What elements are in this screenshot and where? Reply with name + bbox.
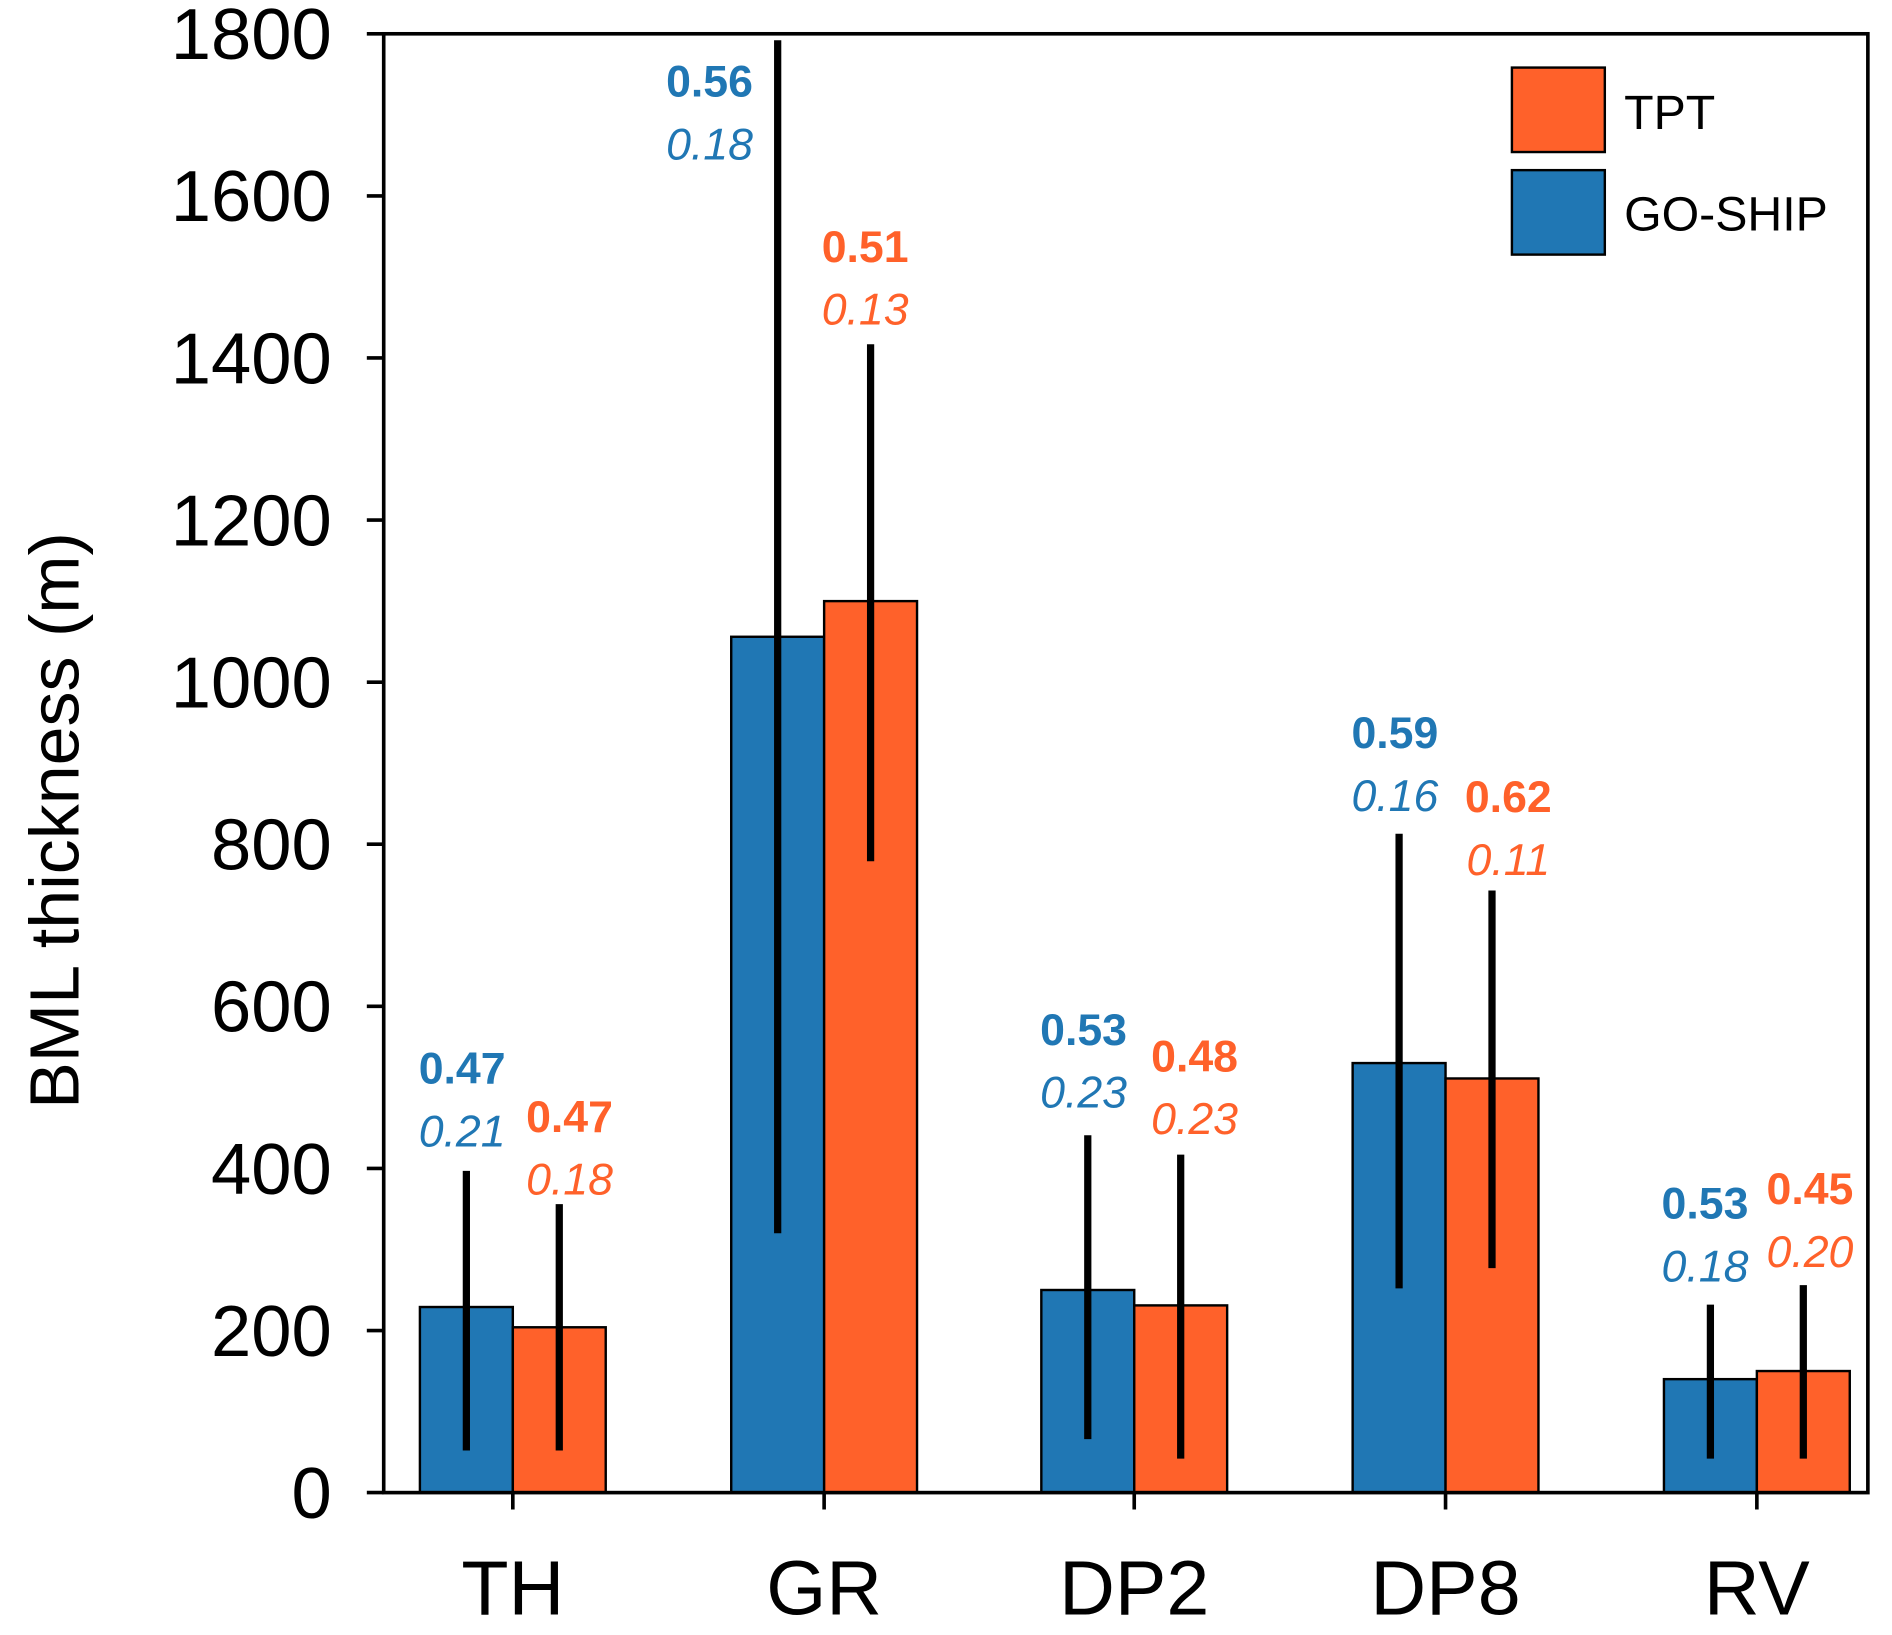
y-tick-label: 1400 xyxy=(171,318,332,399)
annotation-italic-go-ship-rv: 0.18 xyxy=(1662,1242,1749,1291)
legend-swatch-go-ship xyxy=(1510,168,1607,256)
annotation-italic-go-ship-th: 0.21 xyxy=(419,1107,506,1156)
annotation-italic-tpt-gr: 0.13 xyxy=(822,286,909,335)
legend: TPT GO-SHIP xyxy=(1510,66,1828,256)
y-axis-label: BML thickness (m) xyxy=(15,532,93,1109)
y-tick-label: 1200 xyxy=(171,480,332,561)
annotation-italic-tpt-dp2: 0.23 xyxy=(1151,1095,1238,1144)
annotation-bold-go-ship-gr: 0.56 xyxy=(666,58,753,107)
annotation-italic-go-ship-gr: 0.18 xyxy=(666,120,753,169)
x-axis: TH GR DP2 DP8 RV xyxy=(461,1492,1810,1631)
y-axis: 0 200 400 600 800 1000 1200 1400 1600 1800 xyxy=(171,0,384,1534)
annotation-italic-tpt-rv: 0.20 xyxy=(1767,1228,1854,1277)
y-tick-label: 1800 xyxy=(171,0,332,75)
x-tick-label: DP8 xyxy=(1370,1545,1520,1631)
y-tick-label: 800 xyxy=(211,805,332,886)
annotation-bold-go-ship-th: 0.47 xyxy=(419,1045,506,1094)
annotation-bold-go-ship-dp2: 0.53 xyxy=(1040,1006,1127,1055)
annotation-italic-tpt-th: 0.18 xyxy=(526,1156,613,1205)
annotation-bold-tpt-dp8: 0.62 xyxy=(1465,773,1552,822)
annotation-bold-tpt-rv: 0.45 xyxy=(1767,1165,1854,1214)
bars-layer xyxy=(418,599,1851,1494)
y-tick-label: 600 xyxy=(211,967,332,1048)
y-tick-label: 400 xyxy=(211,1129,332,1210)
annotations-layer: 0.47 0.21 0.56 0.18 0.53 0.23 0.59 0.16 0.53 0.18… xyxy=(419,58,1854,1292)
y-tick-label: 0 xyxy=(292,1453,332,1534)
annotation-bold-tpt-gr: 0.51 xyxy=(822,223,909,272)
y-tick-label: 1600 xyxy=(171,156,332,237)
x-tick-label: DP2 xyxy=(1059,1545,1209,1631)
legend-swatch-tpt xyxy=(1510,66,1607,154)
x-tick-label: RV xyxy=(1704,1545,1810,1631)
error-bars-layer xyxy=(462,40,1807,1459)
x-tick-label: TH xyxy=(461,1545,564,1631)
annotation-italic-go-ship-dp8: 0.16 xyxy=(1351,772,1438,821)
annotation-bold-go-ship-dp8: 0.59 xyxy=(1351,709,1438,758)
y-tick-label: 200 xyxy=(211,1291,332,1372)
legend-label-tpt: TPT xyxy=(1624,86,1715,140)
annotation-bold-tpt-dp2: 0.48 xyxy=(1151,1032,1238,1081)
annotation-bold-go-ship-rv: 0.53 xyxy=(1662,1180,1749,1229)
x-tick-label: GR xyxy=(766,1545,882,1631)
annotation-italic-tpt-dp8: 0.11 xyxy=(1467,836,1551,885)
legend-label-go-ship: GO-SHIP xyxy=(1624,187,1828,241)
plot-frame xyxy=(381,31,1870,1495)
y-tick-label: 1000 xyxy=(171,642,332,723)
annotation-bold-tpt-th: 0.47 xyxy=(526,1093,613,1142)
annotation-italic-go-ship-dp2: 0.23 xyxy=(1040,1069,1127,1118)
